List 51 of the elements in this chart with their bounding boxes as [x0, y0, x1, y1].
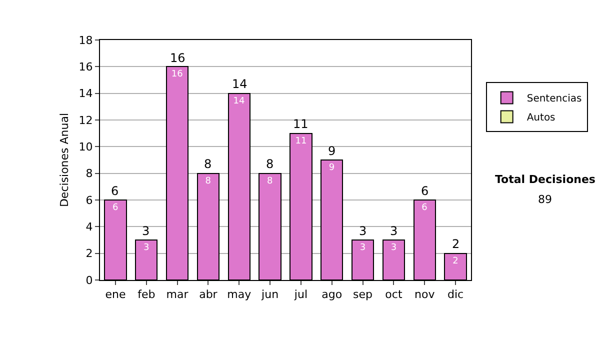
y-tick-label: 10 — [78, 140, 93, 154]
x-tick-label: ago — [322, 288, 342, 302]
y-axis-title: Decisiones Anual — [58, 112, 71, 208]
y-tick-label: 12 — [78, 114, 93, 127]
total-label: 11 — [293, 117, 308, 131]
y-tick-label: 18 — [78, 34, 93, 47]
total-label: 9 — [328, 144, 336, 158]
data-label: 8 — [267, 176, 274, 186]
x-tick-label: mar — [166, 288, 189, 302]
total-label: 6 — [111, 184, 119, 198]
x-tick-label: jun — [260, 288, 279, 302]
data-label: 9 — [328, 163, 335, 173]
x-tick-label: abr — [199, 288, 218, 302]
data-label: 3 — [144, 243, 150, 253]
x-tick-label: dic — [447, 288, 464, 302]
x-tick-label: may — [227, 288, 252, 302]
data-label: 8 — [205, 176, 212, 186]
total-label: 14 — [232, 77, 248, 91]
total-label: 3 — [142, 224, 150, 238]
legend-label: Sentencias — [526, 94, 582, 105]
y-tick-label: 0 — [86, 274, 93, 287]
x-tick-label: ene — [105, 288, 126, 302]
data-label: 3 — [360, 243, 366, 253]
data-label: 6 — [422, 203, 428, 213]
y-tick-label: 4 — [86, 220, 93, 234]
x-tick-label: sep — [353, 288, 373, 302]
x-tick-label: feb — [138, 288, 156, 302]
data-label: 6 — [112, 203, 118, 213]
total-label: 3 — [390, 224, 398, 238]
data-label: 2 — [452, 256, 458, 266]
y-tick-label: 8 — [86, 167, 93, 180]
legend-label: Autos — [526, 112, 556, 124]
data-label: 11 — [295, 136, 307, 146]
total-label: 16 — [170, 51, 186, 65]
data-label: 16 — [171, 70, 184, 80]
y-tick-label: 2 — [86, 247, 93, 260]
y-tick-label: 6 — [86, 194, 93, 207]
y-tick-label: 16 — [78, 60, 93, 74]
text: 89 — [538, 193, 552, 206]
data-label: 3 — [390, 243, 397, 253]
total-label: 2 — [452, 237, 460, 251]
x-tick-label: nov — [414, 288, 436, 302]
text: Total Decisiones — [495, 173, 596, 186]
y-tick-label: 14 — [78, 87, 93, 100]
data-label: 14 — [233, 96, 245, 106]
x-tick-label: oct — [385, 288, 403, 302]
total-label: 8 — [266, 157, 274, 171]
total-label: 6 — [421, 184, 429, 198]
total-label: 3 — [359, 224, 367, 238]
x-tick-label: jul — [293, 288, 308, 302]
total-label: 8 — [204, 157, 212, 171]
